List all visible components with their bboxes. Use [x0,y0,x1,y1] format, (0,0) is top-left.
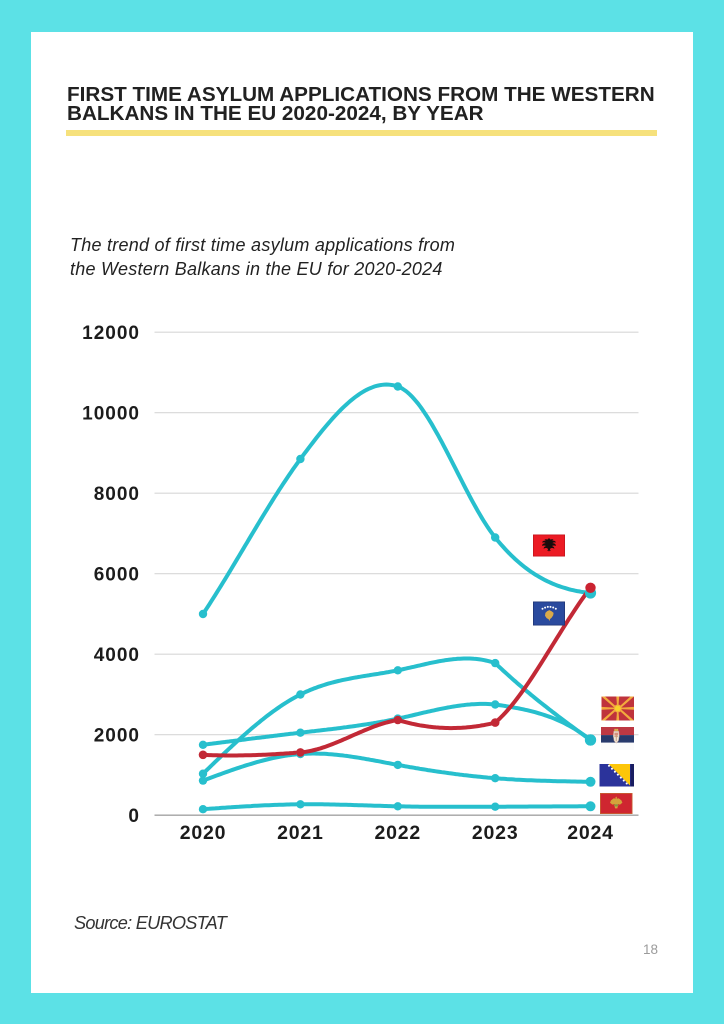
svg-text:10000: 10000 [82,403,140,424]
svg-text:2023: 2023 [472,822,519,844]
svg-text:2024: 2024 [567,822,614,844]
svg-text:4000: 4000 [94,645,140,666]
svg-text:2021: 2021 [277,822,324,844]
svg-text:2022: 2022 [375,822,422,844]
svg-text:2020: 2020 [180,822,227,844]
svg-text:8000: 8000 [94,484,140,505]
svg-text:12000: 12000 [82,323,140,344]
svg-text:0: 0 [128,806,140,827]
svg-text:2000: 2000 [94,725,140,746]
svg-text:6000: 6000 [94,564,140,585]
